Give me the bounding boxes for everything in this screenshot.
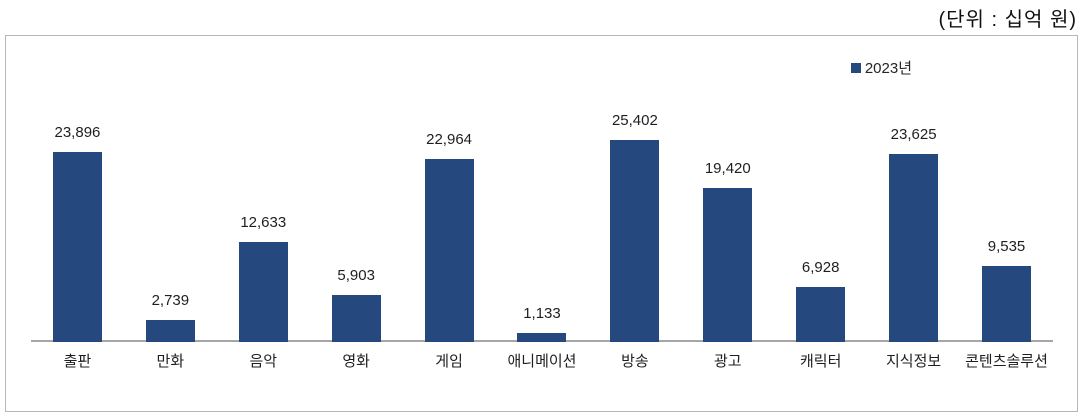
value-label: 6,928 — [801, 259, 840, 276]
bar-column: 22,964 — [403, 94, 496, 342]
bar-column: 23,625 — [867, 94, 960, 342]
category-label: 방송 — [621, 353, 649, 370]
value-label: 2,739 — [151, 292, 190, 309]
bar[interactable] — [52, 152, 102, 342]
value-label: 12,633 — [240, 214, 287, 231]
legend-marker-icon — [850, 62, 861, 73]
bar-column: 23,896 — [31, 94, 124, 342]
bar[interactable] — [982, 266, 1032, 342]
value-label: 5,903 — [337, 267, 375, 284]
bar-column: 19,420 — [681, 94, 774, 342]
category-label: 콘텐츠솔루션 — [965, 353, 1048, 370]
bar-column: 2,739 — [124, 94, 217, 342]
bar[interactable] — [331, 295, 381, 342]
legend: 2023년 — [850, 57, 912, 78]
bar[interactable] — [145, 320, 195, 342]
category-label: 캐릭터 — [800, 353, 842, 370]
value-label: 1,133 — [523, 305, 561, 322]
bar-column: 1,133 — [496, 94, 589, 342]
category-label: 만화 — [156, 353, 185, 370]
chart-frame: 2023년 23,896 2,739 12,633 5,903 22,964 1,133 2… — [5, 35, 1078, 412]
bar[interactable] — [796, 287, 846, 342]
value-label: 25,402 — [611, 112, 658, 129]
category-label: 광고 — [713, 353, 742, 370]
category-label: 출판 — [63, 353, 92, 370]
category-label: 애니메이션 — [507, 353, 577, 370]
bar[interactable] — [424, 159, 474, 342]
category-label: 게임 — [435, 353, 463, 370]
bar-column: 5,903 — [310, 94, 403, 342]
plot-columns: 23,896 2,739 12,633 5,903 22,964 1,133 25,402 1… — [31, 94, 1053, 342]
bar-column: 25,402 — [588, 94, 681, 342]
category-label: 음악 — [249, 353, 278, 370]
value-label: 19,420 — [704, 160, 751, 177]
value-label: 9,535 — [987, 238, 1026, 255]
category-label: 지식정보 — [886, 353, 942, 370]
bar[interactable] — [238, 242, 288, 342]
bar-column: 9,535 — [960, 94, 1053, 342]
value-label: 23,896 — [54, 124, 101, 141]
bar-column: 12,633 — [217, 94, 310, 342]
bar[interactable] — [610, 140, 660, 342]
value-label: 22,964 — [426, 131, 473, 148]
unit-label: (단위 : 십억 원) — [938, 9, 1077, 31]
value-label: 23,625 — [890, 126, 937, 143]
bar[interactable] — [703, 188, 753, 342]
bar[interactable] — [889, 154, 939, 342]
category-labels: 출판 만화 음악 영화 게임 애니메이션 방송 광고 캐릭터 지식정보 콘텐츠솔루션 — [31, 350, 1053, 371]
bar-column: 6,928 — [774, 94, 867, 342]
category-label: 영화 — [342, 353, 370, 370]
bar[interactable] — [517, 333, 567, 342]
legend-label: 2023년 — [864, 60, 912, 77]
